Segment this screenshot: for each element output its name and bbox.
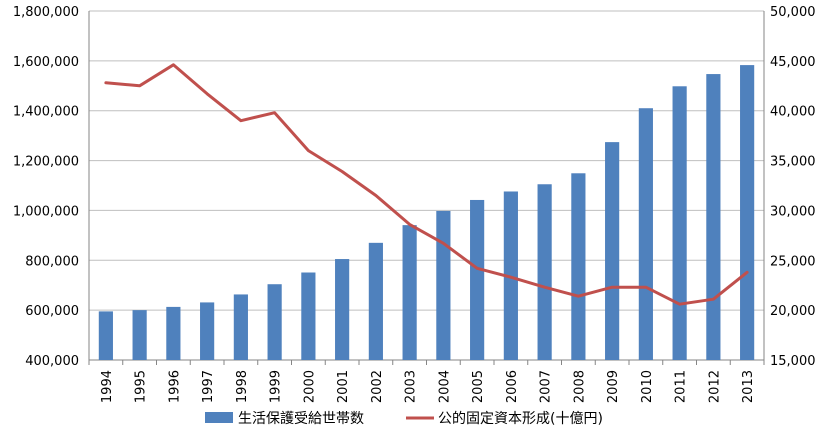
x-tick-label: 1998 — [235, 370, 250, 403]
bar — [368, 242, 383, 360]
y-left-tick-label: 1,000,000 — [13, 204, 79, 219]
x-tick-label: 1995 — [134, 370, 149, 403]
legend-label-line: 公的固定資本形成(十億円) — [438, 411, 603, 427]
x-tick-label: 1999 — [269, 370, 284, 403]
legend-swatch-bar — [205, 412, 233, 423]
x-tick-label: 2001 — [336, 370, 351, 403]
y-right-tick-label: 45,000 — [770, 55, 816, 70]
x-tick-label: 2006 — [505, 370, 520, 403]
y-right-tick-label: 20,000 — [770, 304, 816, 319]
x-tick-label: 2010 — [640, 370, 655, 403]
y-right-tick-label: 30,000 — [770, 204, 816, 219]
bar — [335, 259, 350, 360]
x-tick-label: 2012 — [707, 370, 722, 403]
y-right-tick-label: 25,000 — [770, 254, 816, 269]
x-tick-label: 1997 — [201, 370, 216, 403]
bar — [638, 108, 653, 360]
bar — [301, 272, 316, 360]
x-tick-label: 2008 — [572, 370, 587, 403]
x-tick-label: 2002 — [370, 370, 385, 403]
bar — [537, 184, 552, 360]
y-left-tick-label: 1,800,000 — [13, 5, 79, 20]
x-tick-label: 2007 — [539, 370, 554, 403]
bar — [98, 311, 113, 360]
y-left-tick-label: 1,400,000 — [13, 105, 79, 120]
x-tick-label: 1996 — [167, 370, 182, 403]
y-right-tick-label: 40,000 — [770, 105, 816, 120]
y-right-tick-label: 35,000 — [770, 155, 816, 170]
y-right-tick-label: 50,000 — [770, 5, 816, 20]
bar — [200, 302, 215, 360]
bar — [166, 306, 181, 360]
y-right-tick-label: 15,000 — [770, 354, 816, 369]
x-tick-label: 1994 — [100, 370, 115, 403]
bar — [470, 199, 485, 360]
x-tick-label: 2013 — [741, 370, 756, 403]
x-tick-label: 2009 — [606, 370, 621, 403]
bar — [436, 210, 451, 360]
bar — [402, 225, 417, 360]
y-left-tick-label: 400,000 — [25, 354, 79, 369]
y-left-tick-label: 600,000 — [25, 304, 79, 319]
bar — [672, 86, 687, 360]
series-line — [104, 63, 749, 306]
legend-label-bar: 生活保護受給世帯数 — [238, 411, 364, 427]
x-tick-label: 2003 — [404, 370, 419, 403]
x-tick-label: 2005 — [471, 370, 486, 403]
y-left-tick-label: 1,200,000 — [13, 155, 79, 170]
x-tick-label: 2004 — [437, 370, 452, 403]
bar — [267, 284, 282, 360]
bar — [233, 294, 248, 360]
bar — [132, 310, 147, 360]
x-tick-label: 2000 — [302, 370, 317, 403]
bar — [706, 74, 721, 361]
x-tick-label: 2011 — [674, 370, 689, 403]
bar — [740, 65, 755, 360]
y-left-tick-label: 800,000 — [25, 254, 79, 269]
bar — [571, 173, 586, 360]
y-left-tick-label: 1,600,000 — [13, 55, 79, 70]
bar — [605, 142, 620, 360]
